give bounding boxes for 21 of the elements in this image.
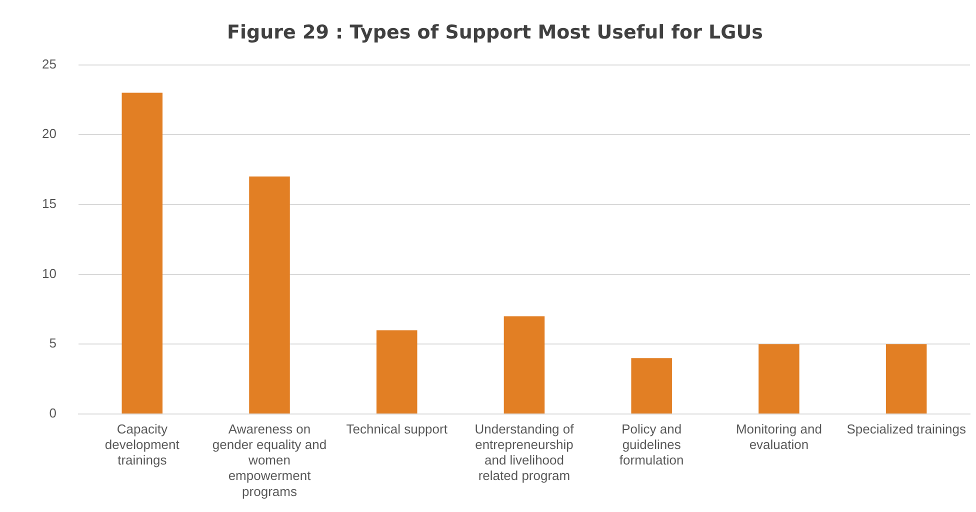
x-tick-label: Capacity development trainings xyxy=(104,421,180,468)
y-tick-label: 0 xyxy=(49,406,56,421)
bar xyxy=(631,358,672,414)
bar xyxy=(376,330,418,414)
x-tick-label: Specialized trainings xyxy=(846,421,966,436)
y-tick-label: 10 xyxy=(42,266,56,281)
bar xyxy=(249,176,290,414)
bar xyxy=(758,344,800,414)
y-tick-label: 25 xyxy=(42,56,56,72)
bar xyxy=(504,316,545,414)
x-tick-label: Monitoring and evaluation xyxy=(736,421,822,452)
y-tick-label: 5 xyxy=(49,336,56,351)
x-tick-label: Policy and guidelines formulation xyxy=(619,421,684,468)
y-tick-label: 15 xyxy=(42,196,56,212)
chart-title: Figure 29 : Types of Support Most Useful for LGUs xyxy=(227,21,763,44)
x-tick-label: Understanding of entrepreneurship and livelihood related program xyxy=(474,421,574,484)
x-tick-label: Awareness on gender equality and women empowerment programs xyxy=(212,421,327,499)
bar xyxy=(122,92,163,414)
x-tick-label: Technical support xyxy=(346,421,448,436)
bar xyxy=(886,344,927,414)
y-tick-label: 20 xyxy=(42,126,56,142)
